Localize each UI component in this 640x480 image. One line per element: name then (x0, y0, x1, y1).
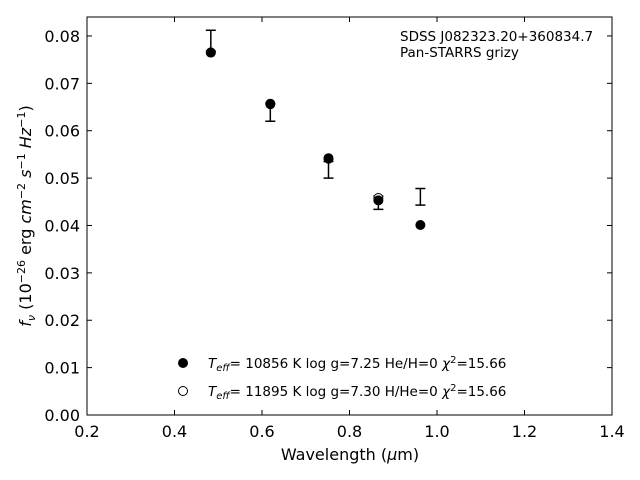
legend: Teff= 10856 K log g=7.25 He/H=0 χ2=15.66… (178, 355, 506, 402)
x-tick-label: 0.4 (162, 422, 187, 441)
x-axis-title: Wavelength (μm) (281, 445, 419, 464)
data-point-filled (205, 47, 216, 58)
x-tick-label: 1.4 (599, 422, 624, 441)
y-tick-label: 0.03 (44, 264, 80, 283)
data-point-filled (373, 195, 384, 206)
annotation-object-name: SDSS J082323.20+360834.7 (400, 29, 593, 45)
y-tick-label: 0.01 (44, 359, 80, 378)
y-tick-label: 0.05 (44, 169, 80, 188)
y-tick-label: 0.00 (44, 406, 80, 425)
y-axis-title: fν (10−26 erg cm−2 s−1 Hz−1) (15, 105, 38, 326)
x-tick-label: 0.6 (249, 422, 274, 441)
legend-marker-open (178, 386, 188, 396)
legend-label-model-2: Teff= 11895 K log g=7.30 H/He=0 χ2=15.66 (208, 383, 506, 402)
legend-marker-filled (178, 358, 188, 368)
x-tick-label: 1.0 (424, 422, 449, 441)
plot-frame (86, 16, 613, 416)
x-tick-label: 0.2 (74, 422, 99, 441)
ticks-layer: 0.2 0.4 0.6 0.8 1.0 1.2 1.4 0.00 0.01 0.02 0.03 0.0… (44, 17, 625, 441)
y-tick-label: 0.08 (44, 27, 80, 46)
x-tick-label: 1.2 (512, 422, 537, 441)
annotation-survey: Pan-STARRS grizy (400, 45, 519, 61)
y-tick-label: 0.02 (44, 311, 80, 330)
y-tick-label: 0.07 (44, 74, 80, 93)
y-tick-label: 0.04 (44, 216, 80, 235)
data-point-filled (415, 220, 426, 231)
plot-layer (205, 29, 426, 231)
data-point-filled (265, 99, 276, 110)
legend-label-model-1: Teff= 10856 K log g=7.25 He/H=0 χ2=15.66 (208, 355, 506, 374)
data-point-filled (323, 153, 334, 164)
x-tick-label: 0.8 (337, 422, 362, 441)
y-tick-label: 0.06 (44, 122, 80, 141)
